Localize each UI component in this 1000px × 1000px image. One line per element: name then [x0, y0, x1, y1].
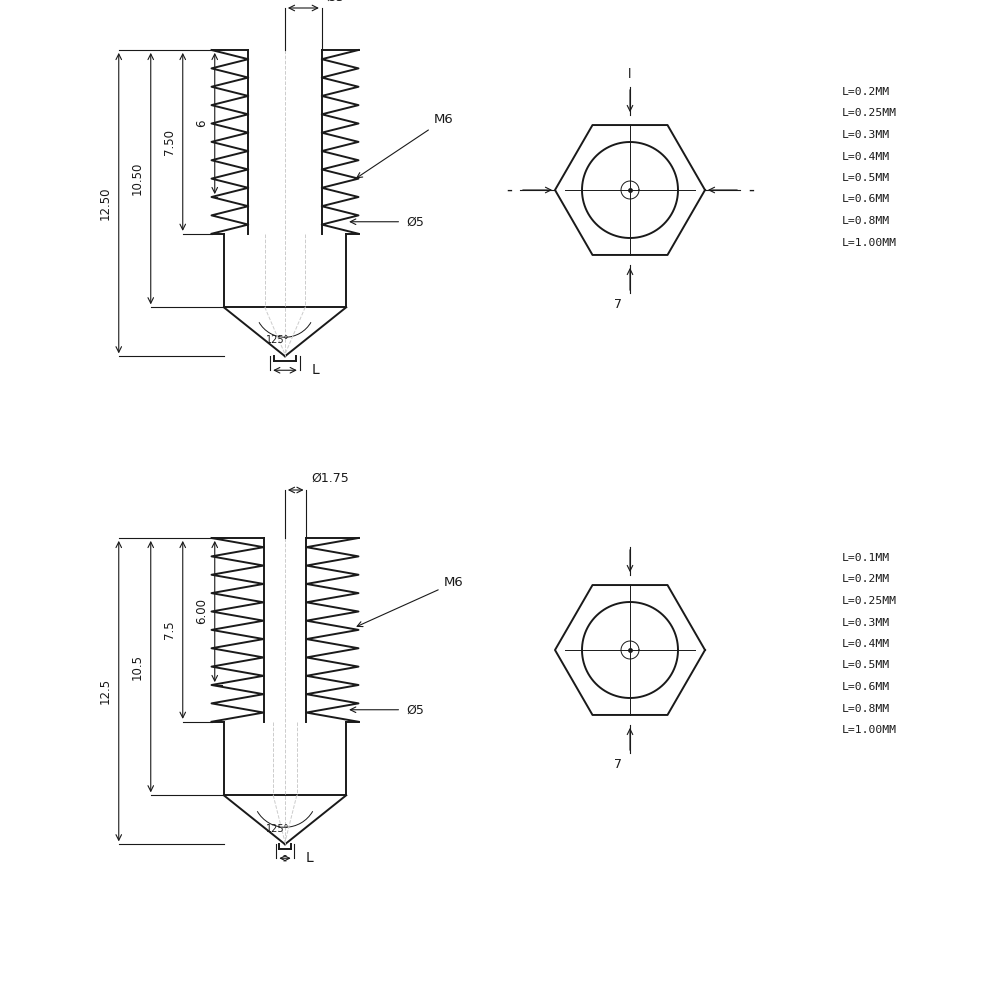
Text: L=0.25MM: L=0.25MM — [842, 108, 897, 118]
Text: L=0.4MM: L=0.4MM — [842, 151, 890, 161]
Text: l: l — [628, 68, 632, 81]
Text: L=1.00MM: L=1.00MM — [842, 725, 897, 735]
Text: L=0.8MM: L=0.8MM — [842, 216, 890, 226]
Text: 10.50: 10.50 — [131, 162, 144, 195]
Text: L=0.2MM: L=0.2MM — [842, 87, 890, 97]
Text: 125°: 125° — [266, 824, 290, 834]
Text: Ø5: Ø5 — [406, 703, 424, 716]
Text: L: L — [312, 363, 319, 377]
Text: M6: M6 — [357, 113, 453, 178]
Text: M6: M6 — [357, 576, 463, 627]
Text: L=0.6MM: L=0.6MM — [842, 682, 890, 692]
Text: Ø3: Ø3 — [327, 0, 344, 4]
Text: Ø1.75: Ø1.75 — [311, 472, 349, 485]
Text: 7.50: 7.50 — [163, 129, 176, 155]
Text: L=0.3MM: L=0.3MM — [842, 130, 890, 140]
Text: 10.5: 10.5 — [131, 654, 144, 680]
Text: L=0.8MM: L=0.8MM — [842, 704, 890, 714]
Text: L=0.25MM: L=0.25MM — [842, 596, 897, 606]
Text: 12.50: 12.50 — [99, 186, 112, 220]
Text: 7: 7 — [614, 758, 622, 771]
Text: L=0.5MM: L=0.5MM — [842, 660, 890, 670]
Text: L=0.5MM: L=0.5MM — [842, 173, 890, 183]
Text: L=0.2MM: L=0.2MM — [842, 574, 890, 584]
Text: L=0.4MM: L=0.4MM — [842, 639, 890, 649]
Text: 12.5: 12.5 — [99, 678, 112, 704]
Text: 125°: 125° — [266, 335, 290, 345]
Text: 6.00: 6.00 — [195, 598, 208, 624]
Text: L: L — [306, 851, 313, 865]
Text: 7: 7 — [614, 298, 622, 311]
Text: -: - — [506, 181, 512, 199]
Text: Ø5: Ø5 — [406, 215, 424, 228]
Text: L=1.00MM: L=1.00MM — [842, 237, 897, 247]
Text: L=0.3MM: L=0.3MM — [842, 617, 890, 628]
Text: L=0.6MM: L=0.6MM — [842, 194, 890, 204]
Text: 7.5: 7.5 — [163, 621, 176, 639]
Text: 6: 6 — [195, 120, 208, 127]
Text: -: - — [748, 181, 754, 199]
Text: L=0.1MM: L=0.1MM — [842, 553, 890, 563]
